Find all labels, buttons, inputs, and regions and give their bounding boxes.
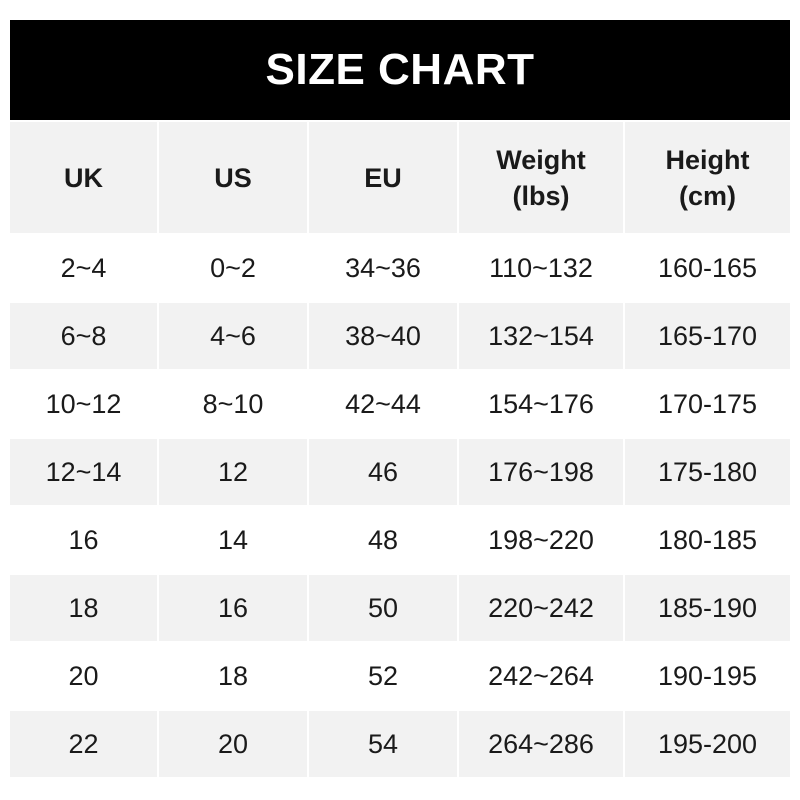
table-cell: 220~242 bbox=[459, 575, 623, 641]
column-header: EU bbox=[309, 122, 457, 233]
table-cell: 50 bbox=[309, 575, 457, 641]
table-row: 10~12 8~10 42~44 154~176 170-175 bbox=[10, 371, 790, 437]
column-header: US bbox=[159, 122, 307, 233]
table-cell: 16 bbox=[159, 575, 307, 641]
table-cell: 2~4 bbox=[60, 252, 107, 283]
table-cell: 10~12 bbox=[45, 388, 122, 419]
table-cell: 42~44 bbox=[345, 388, 421, 419]
column-header: Height (cm) bbox=[625, 122, 790, 233]
table-cell: 190-195 bbox=[657, 660, 758, 691]
table-row: 22 20 54 264~286 195-200 bbox=[10, 711, 790, 777]
table-cell: 242~264 bbox=[488, 660, 594, 691]
table-cell: 12~14 bbox=[10, 439, 157, 505]
table-cell: 264~286 bbox=[459, 711, 623, 777]
column-header-line: Height bbox=[665, 144, 750, 175]
table-cell: 18 bbox=[217, 660, 249, 691]
table-cell: 170-175 bbox=[657, 388, 758, 419]
table-cell: 14 bbox=[217, 524, 249, 555]
table-cell: 54 bbox=[309, 711, 457, 777]
table-row: 6~8 4~6 38~40 132~154 165-170 bbox=[10, 303, 790, 369]
table-cell: 132~154 bbox=[459, 303, 623, 369]
size-chart-table: UK US EU Weight (lbs) Height (cm) 2~4 0~2 34~36 1… bbox=[8, 120, 792, 779]
table-cell: 110~132 bbox=[489, 252, 593, 283]
table-row: 16 14 48 198~220 180-185 bbox=[10, 507, 790, 573]
table-cell: 165-170 bbox=[625, 303, 790, 369]
column-header-line: (cm) bbox=[678, 180, 736, 211]
table-cell: 0~2 bbox=[210, 252, 256, 283]
size-chart-title: SIZE CHART bbox=[10, 20, 790, 120]
table-cell: 52 bbox=[367, 660, 399, 691]
table-cell: 185-190 bbox=[625, 575, 790, 641]
table-cell: 154~176 bbox=[488, 388, 594, 419]
table-cell: 6~8 bbox=[10, 303, 157, 369]
column-header-line: (lbs) bbox=[512, 180, 570, 211]
table-cell: 176~198 bbox=[459, 439, 623, 505]
header-row: UK US EU Weight (lbs) Height (cm) bbox=[10, 122, 790, 233]
table-cell: 20 bbox=[159, 711, 307, 777]
table-cell: 160-165 bbox=[657, 252, 758, 283]
table-cell: 16 bbox=[68, 524, 99, 555]
table-cell: 34~36 bbox=[345, 252, 421, 283]
table-cell: 20 bbox=[68, 660, 99, 691]
column-header: UK bbox=[10, 122, 157, 233]
table-cell: 8~10 bbox=[202, 388, 264, 419]
table-cell: 198~220 bbox=[488, 524, 594, 555]
table-cell: 180-185 bbox=[657, 524, 758, 555]
table-cell: 48 bbox=[367, 524, 399, 555]
table-row: 2~4 0~2 34~36 110~132 160-165 bbox=[10, 235, 790, 301]
table-row: 20 18 52 242~264 190-195 bbox=[10, 643, 790, 709]
table-cell: 22 bbox=[10, 711, 157, 777]
column-header-line: EU bbox=[364, 162, 402, 193]
table-row: 12~14 12 46 176~198 175-180 bbox=[10, 439, 790, 505]
column-header-line: US bbox=[214, 162, 252, 193]
table-cell: 195-200 bbox=[625, 711, 790, 777]
table-cell: 46 bbox=[309, 439, 457, 505]
table-row: 18 16 50 220~242 185-190 bbox=[10, 575, 790, 641]
column-header: Weight (lbs) bbox=[459, 122, 623, 233]
table-cell: 38~40 bbox=[309, 303, 457, 369]
table-cell: 4~6 bbox=[159, 303, 307, 369]
column-header-line: Weight bbox=[496, 144, 586, 175]
table-cell: 12 bbox=[159, 439, 307, 505]
column-header-line: UK bbox=[64, 162, 103, 193]
table-cell: 175-180 bbox=[625, 439, 790, 505]
table-cell: 18 bbox=[10, 575, 157, 641]
